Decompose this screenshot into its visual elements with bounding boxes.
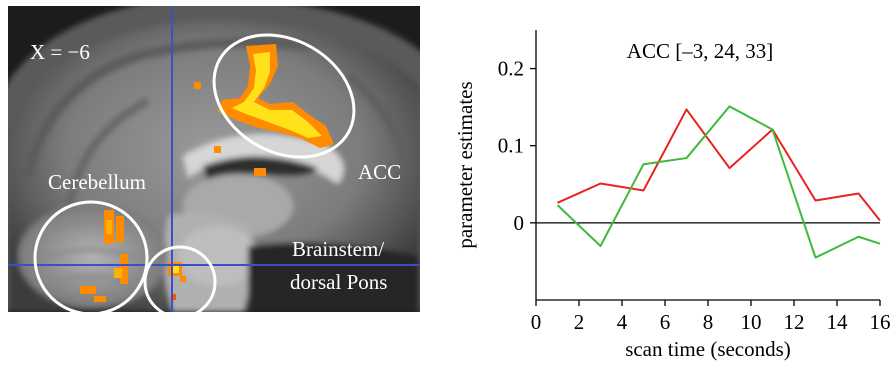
x-tick-label: 16: [870, 310, 891, 334]
x-tick-label: 12: [784, 310, 805, 334]
brainstem-label-line1: Brainstem/: [292, 237, 384, 261]
y-ticks: 0 0.1 0.2: [498, 57, 536, 235]
x-tick-label: 2: [574, 310, 585, 334]
x-ticks: 0 2 4 6 8 10 12 14 16: [531, 300, 891, 334]
activation-cerebellum: [80, 210, 128, 302]
crosshair: [8, 6, 420, 312]
brainstem-circle: [143, 245, 217, 312]
x-tick-label: 14: [827, 310, 849, 334]
x-tick-label: 8: [703, 310, 714, 334]
x-tick-label: 4: [617, 310, 628, 334]
series-layer: [556, 105, 881, 259]
cerebellum-circle: [33, 200, 149, 312]
mri-anatomy: [8, 6, 420, 312]
slice-label: X = −6: [30, 40, 90, 64]
line-chart: 0 2 4 6 8 10 12 14 16 0 0.1 0.2 ACC [–3, 24, 33] s…: [453, 30, 891, 361]
series-line-2: [556, 105, 881, 259]
y-tick-label: 0: [514, 211, 525, 235]
x-tick-label: 10: [741, 310, 762, 334]
acc-circle: [212, 33, 356, 159]
y-axis-label: parameter estimates: [453, 81, 477, 248]
x-axis-label: scan time (seconds): [625, 337, 791, 361]
y-tick-label: 0.2: [498, 57, 524, 81]
activation-acc: [194, 44, 334, 176]
chart-axes: [535, 30, 880, 301]
region-circles: [33, 33, 356, 312]
x-tick-label: 6: [660, 310, 671, 334]
brainstem-label-line2: dorsal Pons: [290, 270, 387, 294]
y-tick-label: 0.1: [498, 134, 524, 158]
brain-mri-panel: X = −6 Cerebellum ACC Brainstem/ dorsal …: [8, 6, 420, 312]
cerebellum-label: Cerebellum: [48, 170, 146, 194]
series-line-1: [557, 108, 881, 222]
activation-map: [80, 44, 334, 302]
x-tick-label: 0: [531, 310, 542, 334]
chart-title: ACC [–3, 24, 33]: [627, 39, 773, 63]
acc-label: ACC: [358, 160, 401, 184]
